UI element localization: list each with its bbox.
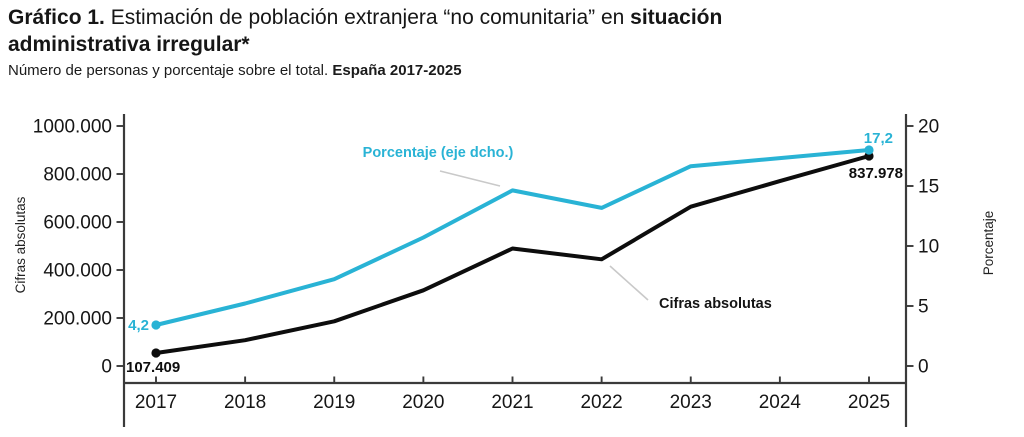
left-tick-label: 200.000 bbox=[43, 309, 112, 330]
chart-title: Gráfico 1. Estimación de población extra… bbox=[8, 4, 1008, 58]
chart-header: Gráfico 1. Estimación de población extra… bbox=[8, 4, 1008, 80]
x-axis-year-label: 2019 bbox=[313, 392, 355, 413]
axis-titles: Cifras absolutas Porcentaje bbox=[13, 196, 996, 293]
title-text-segment: Número de personas y porcentaje sobre el… bbox=[8, 62, 333, 79]
x-axis-year-label: 2023 bbox=[670, 392, 712, 413]
axes bbox=[116, 114, 914, 427]
title-text-segment: Estimación de población extranjera “no c… bbox=[104, 6, 631, 29]
x-axis-year-label: 2024 bbox=[759, 392, 802, 413]
endpoint-marker bbox=[151, 348, 161, 358]
title-bold-segment: Gráfico 1. bbox=[8, 6, 105, 29]
endpoint-value-label: 4,2 bbox=[128, 317, 149, 334]
absolute-figures-line bbox=[154, 154, 871, 355]
data-series bbox=[151, 145, 874, 358]
left-tick-label: 400.000 bbox=[43, 261, 112, 282]
title-bold-segment: administrativa irregular* bbox=[8, 33, 250, 56]
right-tick-label: 5 bbox=[918, 297, 929, 318]
endpoint-marker bbox=[151, 320, 161, 330]
left-tick-label: 800.000 bbox=[43, 165, 112, 186]
left-tick-label: 600.000 bbox=[43, 213, 112, 234]
title-bold-segment: situación bbox=[630, 6, 723, 29]
left-tick-label: 0 bbox=[101, 357, 112, 378]
endpoint-value-label: 17,2 bbox=[864, 130, 893, 147]
x-axis-year-label: 2025 bbox=[848, 392, 890, 413]
endpoint-value-labels: 107.409 837.978 4,2 17,2 bbox=[126, 130, 903, 376]
endpoint-marker bbox=[864, 145, 874, 155]
annotation-leader-line bbox=[609, 265, 649, 301]
endpoint-value-label: 107.409 bbox=[126, 359, 180, 376]
x-axis-year-label: 2021 bbox=[491, 392, 533, 413]
right-tick-label: 15 bbox=[918, 177, 939, 198]
annotation-leader-line bbox=[439, 170, 501, 187]
series-annotations: Porcentaje (eje dcho.) Cifras absolutas bbox=[363, 145, 772, 312]
chart-title-line1: Gráfico 1. Estimación de población extra… bbox=[8, 4, 1008, 31]
right-tick-label: 10 bbox=[918, 237, 939, 258]
chart-subtitle: Número de personas y porcentaje sobre el… bbox=[8, 61, 1008, 80]
right-axis-title: Porcentaje bbox=[981, 211, 996, 276]
x-axis-year-label: 2020 bbox=[402, 392, 444, 413]
x-axis-year-label: 2022 bbox=[580, 392, 622, 413]
right-tick-label: 0 bbox=[918, 357, 929, 378]
left-axis-title: Cifras absolutas bbox=[13, 196, 28, 293]
percentage-series-annotation: Porcentaje (eje dcho.) bbox=[363, 145, 514, 161]
axis-tick-labels: 0200.000400.000600.000800.0001000.000051… bbox=[33, 117, 939, 414]
x-axis-year-label: 2018 bbox=[224, 392, 266, 413]
chart-title-line2: administrativa irregular* bbox=[8, 31, 1008, 58]
title-bold-segment: España 2017-2025 bbox=[332, 62, 462, 79]
endpoint-value-label: 837.978 bbox=[849, 165, 903, 182]
absolute-series-annotation: Cifras absolutas bbox=[659, 296, 772, 312]
percentage-line bbox=[154, 148, 871, 327]
left-tick-label: 1000.000 bbox=[33, 117, 112, 138]
right-tick-label: 20 bbox=[918, 117, 939, 138]
x-axis-year-label: 2017 bbox=[135, 392, 177, 413]
